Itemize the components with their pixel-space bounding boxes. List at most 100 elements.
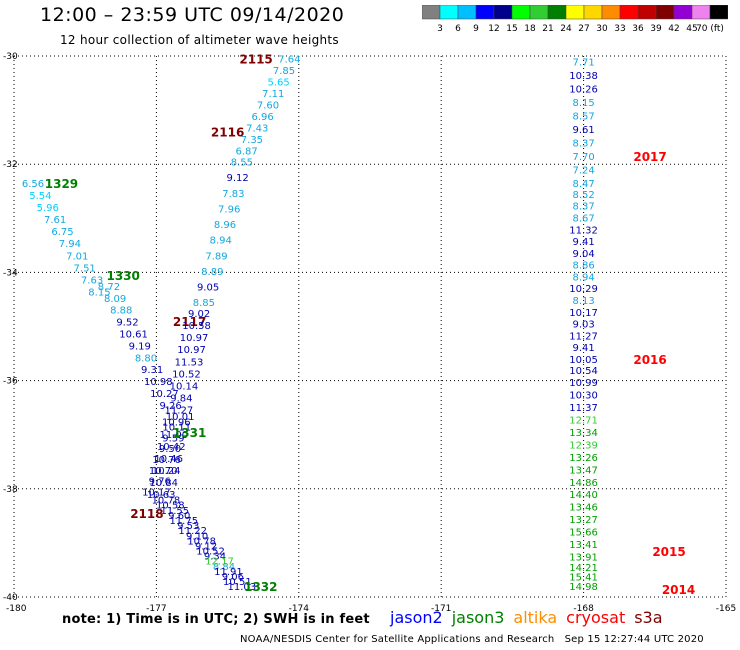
legend-item-jason3: jason3 <box>451 608 505 627</box>
wave-height-value: 7.96 <box>218 204 240 215</box>
wave-height-value: 8.47 <box>572 179 594 190</box>
pass-time-label: 2015 <box>652 545 685 559</box>
wave-height-value: 9.59 <box>162 433 184 444</box>
wave-height-value: 10.29 <box>569 284 598 295</box>
wave-height-value: 11.37 <box>569 403 598 414</box>
x-tick-label: -174 <box>289 604 310 614</box>
wave-height-value: 10.46 <box>154 454 183 465</box>
wave-height-value: 11.53 <box>175 357 204 368</box>
wave-height-value: 8.15 <box>88 287 110 298</box>
wave-height-value: 10.54 <box>569 366 598 377</box>
y-tick-label: -34 <box>3 268 18 278</box>
wave-height-value: 10.38 <box>569 71 598 82</box>
wave-height-value: 8.67 <box>572 214 594 225</box>
wave-height-value: 7.35 <box>241 135 263 146</box>
scale-label: 45 <box>686 24 697 34</box>
wave-height-value: 10.14 <box>170 381 199 392</box>
wave-height-value: 7.11 <box>262 89 284 100</box>
wave-height-value: 15.66 <box>569 528 598 539</box>
wave-height-value: 9.84 <box>170 394 192 405</box>
satellite-legend: jason2 jason3 altika cryosat s3a <box>390 608 672 627</box>
wave-height-value: 9.26 <box>160 401 182 412</box>
wave-height-value: 7.24 <box>572 166 594 177</box>
wave-height-value: 10.17 <box>142 488 171 499</box>
wave-height-value: 9.41 <box>572 343 594 354</box>
y-tick-label: -40 <box>3 593 18 603</box>
wave-height-value: 10.76 <box>152 455 181 466</box>
credit-line: NOAA/NESDIS Center for Satellite Applica… <box>240 634 704 645</box>
wave-height-value: 13.34 <box>569 428 598 439</box>
wave-height-value: 7.83 <box>222 189 244 200</box>
wave-height-value: 8.57 <box>572 112 594 123</box>
legend-item-altika: altika <box>513 608 558 627</box>
y-tick-label: -30 <box>3 52 18 62</box>
wave-height-value: 8.85 <box>193 298 215 309</box>
wave-height-value: 10.78 <box>187 536 216 547</box>
wave-height-value: 7.43 <box>246 124 268 135</box>
wave-height-value: 9.52 <box>116 318 138 329</box>
wave-height-value: 13.27 <box>569 515 598 526</box>
wave-height-value: 13.91 <box>569 552 598 563</box>
wave-height-value: 8.88 <box>110 306 132 317</box>
wave-height-value: 13.47 <box>569 465 598 476</box>
wave-height-value: 7.01 <box>66 251 88 262</box>
wave-height-value: 6.56 <box>22 179 44 190</box>
wave-height-value: 7.60 <box>257 101 279 112</box>
wave-height-value: 14.98 <box>569 582 598 593</box>
wave-height-value: 5.54 <box>29 191 51 202</box>
footnote: note: 1) Time is in UTC; 2) SWH is in fe… <box>62 612 370 627</box>
wave-height-value: 8.96 <box>214 220 236 231</box>
wave-height-value: 11.27 <box>569 331 598 342</box>
wave-height-value: 5.96 <box>37 203 59 214</box>
wave-height-value: 10.70 <box>149 466 178 477</box>
x-tick-label: -165 <box>716 604 736 614</box>
wave-height-value: 15.41 <box>569 573 598 584</box>
wave-height-value: 8.13 <box>572 296 594 307</box>
scale-label: 33 <box>614 24 625 34</box>
scale-label: 12 <box>488 24 499 34</box>
wave-height-value: 9.02 <box>188 309 210 320</box>
wave-height-value: 13.26 <box>569 453 598 464</box>
pass-time-label: 2117 <box>173 315 206 329</box>
wave-height-value: 8.37 <box>572 139 594 150</box>
scale-label: 9 <box>473 24 479 34</box>
wave-height-value: 9.60 <box>168 511 190 522</box>
pass-time-label: 1330 <box>106 269 139 283</box>
wave-height-value: 10.98 <box>144 377 173 388</box>
scale-label: 42 <box>668 24 679 34</box>
wave-height-value: 7.61 <box>44 215 66 226</box>
wave-height-value: 9.06 <box>222 572 244 583</box>
wave-height-value: 8.89 <box>201 267 223 278</box>
grid <box>13 55 727 598</box>
wave-height-value: 10.52 <box>172 369 201 380</box>
wave-height-value: 7.85 <box>273 66 295 77</box>
pass-time-label: 1331 <box>173 426 206 440</box>
wave-height-value: 6.87 <box>235 147 257 158</box>
wave-height-value: 13.41 <box>569 540 598 551</box>
wave-height-value: 7.89 <box>205 251 227 262</box>
page-title: 12:00 – 23:59 UTC 09/14/2020 <box>40 4 345 26</box>
wave-height-value: 7.64 <box>278 55 300 66</box>
wave-height-value: 8.94 <box>572 272 594 283</box>
wave-height-value: 8.09 <box>104 294 126 305</box>
pass-time-label: 2115 <box>239 53 272 67</box>
x-tick-label: -168 <box>573 604 594 614</box>
wave-height-value: 12.71 <box>569 416 598 427</box>
pass-time-label: 2014 <box>662 583 695 597</box>
wave-height-value: 9.12 <box>226 173 248 184</box>
y-tick-label: -36 <box>3 377 18 387</box>
pass-time-label: 2017 <box>633 150 666 164</box>
wave-height-value: 9.41 <box>572 237 594 248</box>
wave-height-value: 10.51 <box>223 577 252 588</box>
wave-height-value: 10.42 <box>157 442 186 453</box>
wave-height-value: 10.26 <box>569 84 598 95</box>
wave-height-value: 10.58 <box>156 501 185 512</box>
wave-height-value: 7.71 <box>572 57 594 68</box>
pass-time-label: 2016 <box>633 353 666 367</box>
wave-height-value: 11.75 <box>169 516 198 527</box>
wave-height-value: 8.37 <box>572 202 594 213</box>
wave-height-value: 8.80 <box>135 353 157 364</box>
wave-height-value: 10.17 <box>569 308 598 319</box>
